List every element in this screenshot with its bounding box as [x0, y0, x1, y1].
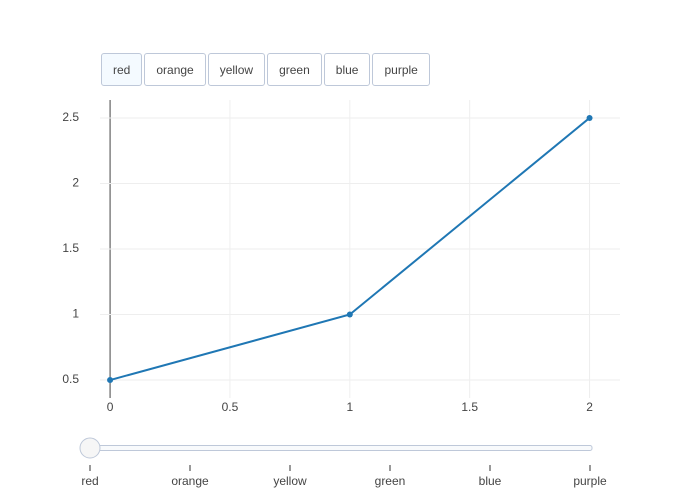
marker — [346, 311, 353, 318]
x-tick-label: 0 — [107, 400, 114, 414]
marker — [586, 114, 593, 121]
marker — [107, 377, 114, 384]
slider-step-label[interactable]: red — [81, 474, 98, 488]
x-tick-label: 2 — [586, 400, 593, 414]
slider-handle[interactable] — [79, 437, 101, 459]
y-tick-label: 1 — [72, 307, 79, 321]
slider-step-label[interactable]: green — [375, 474, 406, 488]
menu-button[interactable]: orange — [144, 53, 206, 86]
y-tick-label: 2 — [72, 176, 79, 190]
menu-button[interactable]: yellow — [207, 53, 266, 86]
y-tick-label: 1.5 — [62, 241, 79, 255]
button-menu: red orange yellow green blue purple — [101, 53, 430, 86]
menu-button[interactable]: red — [101, 53, 143, 86]
slider-step-label[interactable]: purple — [573, 474, 607, 488]
y-tick-label: 0.5 — [62, 372, 79, 386]
menu-button[interactable]: green — [267, 53, 322, 86]
slider-step-label[interactable]: yellow — [273, 474, 307, 488]
x-tick-label: 1.5 — [461, 400, 478, 414]
slider-rail — [89, 445, 593, 451]
menu-button[interactable]: blue — [323, 53, 371, 86]
menu-button[interactable]: purple — [372, 53, 430, 86]
y-tick-label: 2.5 — [62, 110, 79, 124]
x-tick-label: 0.5 — [222, 400, 239, 414]
x-tick-label: 1 — [346, 400, 353, 414]
slider-step-label[interactable]: blue — [479, 474, 502, 488]
slider-step-label[interactable]: orange — [171, 474, 209, 488]
